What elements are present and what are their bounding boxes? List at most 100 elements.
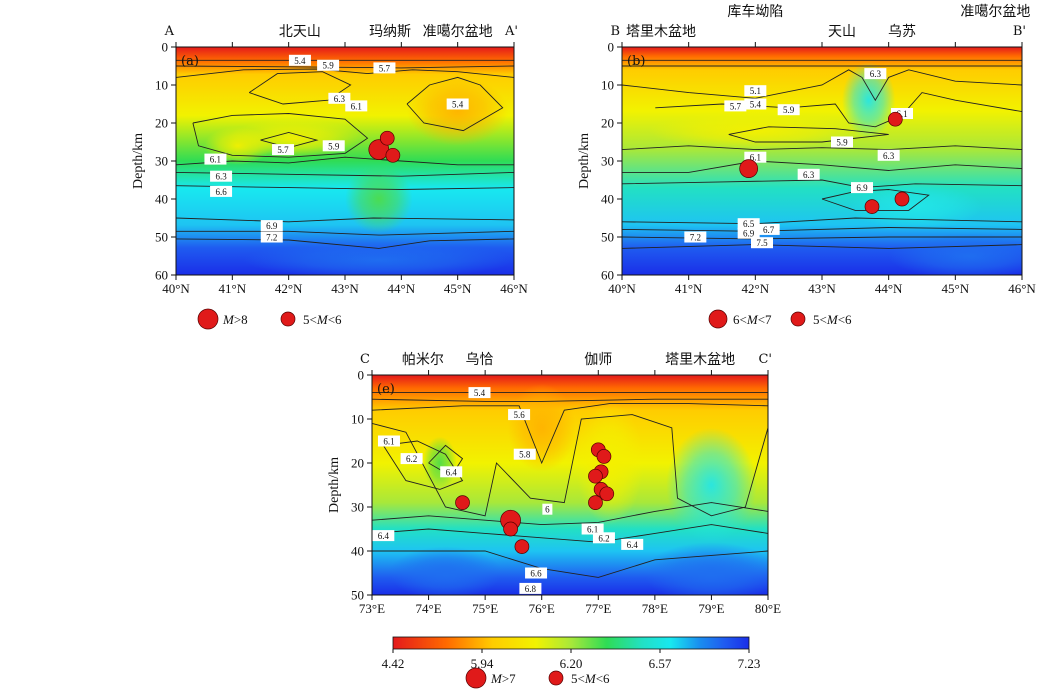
legend-marker bbox=[548, 670, 564, 686]
heatmap-field: 6.35.15.45.7 5.9 6.15.96.36.16.36.96.56.76… bbox=[622, 47, 1022, 275]
x-tick-label: 40°N bbox=[162, 281, 190, 296]
contour-line bbox=[372, 550, 768, 578]
velocity-anomaly bbox=[648, 111, 862, 150]
contour-label: 6.1 bbox=[896, 109, 907, 119]
x-tick-label: 46°N bbox=[500, 281, 528, 296]
earthquake-event bbox=[503, 521, 518, 537]
contour-label: 5.7 bbox=[379, 63, 391, 73]
profile-end-label: C' bbox=[758, 352, 772, 367]
contour-label-bg bbox=[468, 387, 491, 399]
contour-label-bg bbox=[519, 582, 542, 594]
y-tick-label: 50 bbox=[155, 230, 168, 245]
x-tick-label: 76°E bbox=[529, 601, 555, 616]
contour-label-bg bbox=[751, 237, 773, 249]
x-tick-label: 46°N bbox=[1008, 281, 1036, 296]
contour-label: 6.6 bbox=[215, 187, 227, 197]
contour-line bbox=[622, 217, 1022, 225]
legend-marker bbox=[708, 309, 728, 329]
contour-label: 7.2 bbox=[266, 233, 277, 243]
contour-label: 6.2 bbox=[598, 533, 609, 543]
contour-label: 5.4 bbox=[474, 388, 486, 398]
contour-line bbox=[176, 68, 514, 78]
legend: M>8 5<M<6 bbox=[197, 308, 342, 330]
contour-line bbox=[176, 65, 514, 69]
contour-label-bg bbox=[508, 409, 531, 421]
earthquake-event bbox=[385, 147, 401, 163]
contour-line bbox=[372, 398, 768, 402]
contour-label: 6.1 bbox=[750, 153, 761, 163]
x-tick-label: 77°E bbox=[585, 601, 611, 616]
velocity-anomaly bbox=[643, 542, 768, 595]
contour-line bbox=[176, 156, 514, 166]
contour-line bbox=[382, 440, 464, 490]
y-tick-label: 50 bbox=[601, 230, 614, 245]
region-label: 塔里木盆地 bbox=[626, 24, 696, 40]
contour-label-bg bbox=[864, 68, 887, 80]
region-label: 天山 bbox=[828, 24, 856, 40]
x-tick-label: 74°E bbox=[416, 601, 442, 616]
contour-label-bg bbox=[440, 466, 463, 478]
velocity-anomaly bbox=[345, 164, 413, 234]
contour-label: 5.8 bbox=[519, 450, 531, 460]
colorbar-tick-label: 7.23 bbox=[738, 656, 761, 671]
contour-label-bg bbox=[891, 108, 913, 119]
velocity-anomaly bbox=[888, 233, 1022, 275]
contour-label-bg bbox=[684, 231, 707, 243]
panel-tag: (e) bbox=[377, 382, 395, 397]
legend: 6<M<7 5<M<6 bbox=[708, 309, 852, 329]
velocity-anomaly bbox=[243, 240, 514, 275]
velocity-anomaly bbox=[842, 62, 896, 139]
contour-label-bg bbox=[272, 144, 295, 156]
y-tick-label: 0 bbox=[358, 368, 365, 383]
contour-label: 6.3 bbox=[215, 172, 227, 182]
panel-0: 5.4 5.9 5.7 6.3 6.1 5.4 5.7 5.9 6.1 6.3 6.6 6.9 7.2 4… bbox=[131, 24, 528, 330]
y-axis-title: Depth/km bbox=[327, 457, 342, 513]
contour-label-bg bbox=[400, 453, 423, 465]
contour-label: 5.9 bbox=[328, 141, 340, 151]
legend-label: 5<M<6 bbox=[813, 312, 852, 327]
contour-label: 6.7 bbox=[763, 225, 775, 235]
y-tick-label: 20 bbox=[351, 456, 364, 471]
earthquake-event bbox=[739, 159, 759, 178]
contour-line bbox=[176, 230, 514, 236]
velocity-anomaly bbox=[406, 77, 509, 146]
y-axis-title: Depth/km bbox=[577, 133, 592, 189]
region-label: 伽师 bbox=[584, 352, 612, 368]
contour-label: 5.7 bbox=[277, 145, 289, 155]
velocity-anomaly bbox=[575, 401, 644, 525]
y-tick-label: 40 bbox=[351, 544, 364, 559]
contour-label: 7.2 bbox=[690, 233, 701, 243]
profile-start-label: A bbox=[164, 24, 175, 39]
panel-2: 5.45.66.16.26.45.866.16.26.46.46.66.873°… bbox=[327, 352, 781, 689]
contour-line bbox=[372, 403, 768, 465]
legend-label: 5<M<6 bbox=[303, 312, 342, 327]
contour-label: 5.4 bbox=[452, 100, 464, 110]
legend-marker bbox=[790, 311, 806, 327]
x-tick-label: 44°N bbox=[875, 281, 903, 296]
colorbar-tick-label: 6.57 bbox=[649, 656, 672, 671]
profile-start-label: C bbox=[360, 352, 370, 367]
x-tick-label: 43°N bbox=[331, 281, 359, 296]
velocity-anomaly bbox=[666, 427, 757, 543]
contour-label: 6.6 bbox=[530, 569, 542, 579]
panel-1: 6.35.15.45.7 5.9 6.15.96.36.16.36.96.56.76… bbox=[577, 3, 1036, 329]
contour-label-bg bbox=[757, 223, 780, 235]
contour-label: 6.3 bbox=[803, 170, 815, 180]
x-tick-label: 78°E bbox=[642, 601, 668, 616]
y-tick-label: 60 bbox=[601, 268, 614, 283]
y-tick-label: 0 bbox=[162, 40, 169, 55]
contour-line bbox=[372, 524, 768, 543]
contour-label-bg bbox=[525, 567, 548, 579]
contour-label: 6.3 bbox=[883, 151, 895, 161]
y-tick-label: 0 bbox=[608, 40, 615, 55]
earthquake-event bbox=[599, 486, 615, 502]
y-tick-label: 50 bbox=[351, 588, 364, 603]
contour-label-bg bbox=[210, 170, 233, 182]
panel-tag: (b) bbox=[627, 54, 645, 69]
velocity-anomaly bbox=[422, 436, 457, 490]
contour-label-bg bbox=[621, 538, 644, 550]
contour-label: 5.4 bbox=[750, 100, 762, 110]
contour-label-bg bbox=[744, 151, 767, 163]
region-label: 乌苏 bbox=[888, 24, 916, 40]
region-label: 乌恰 bbox=[465, 352, 493, 368]
